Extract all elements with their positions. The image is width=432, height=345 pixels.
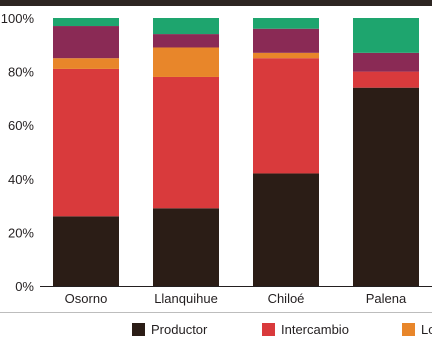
y-tick-label: 80%	[8, 65, 34, 80]
y-tick-label: 0%	[15, 279, 34, 294]
legend-item-productor: Productor	[132, 321, 207, 339]
y-tick-label: 40%	[8, 172, 34, 187]
legend-swatch-intercambio	[262, 323, 275, 337]
legend-swatch-productor	[132, 323, 145, 337]
bar-segment-llanquihue-series-3	[153, 34, 219, 48]
bar-segment-osorno-series-3	[53, 26, 119, 59]
bar-segment-palena-series-4	[353, 18, 419, 53]
bar-segment-llanquihue-lo	[153, 47, 219, 77]
y-tick-label: 20%	[8, 225, 34, 240]
y-tick-label: 100%	[1, 11, 35, 26]
bar-segment-chiloe-productor	[253, 173, 319, 286]
bar-segment-chiloe-intercambio	[253, 58, 319, 174]
bar-segment-palena-intercambio	[353, 71, 419, 88]
top-band	[0, 0, 432, 6]
legend-divider	[0, 312, 432, 313]
legend: Productor Intercambio Lo	[0, 318, 432, 340]
bar-segment-chiloe-lo	[253, 52, 319, 59]
x-tick-label-osorno: Osorno	[65, 291, 108, 306]
bar-segment-palena-productor	[353, 87, 419, 287]
legend-item-intercambio: Intercambio	[262, 321, 349, 339]
legend-label-intercambio: Intercambio	[281, 322, 349, 338]
legend-swatch-lo	[402, 323, 415, 337]
x-tick-label-palena: Palena	[366, 291, 407, 306]
bar-segment-llanquihue-series-4	[153, 18, 219, 35]
x-tick-label-chiloe: Chiloé	[268, 291, 305, 306]
bar-segment-osorno-intercambio	[53, 68, 119, 217]
bar-segment-chiloe-series-3	[253, 28, 319, 53]
bar-segment-llanquihue-intercambio	[153, 76, 219, 209]
bar-segment-osorno-productor	[53, 216, 119, 286]
bar-segment-llanquihue-productor	[153, 208, 219, 286]
legend-item-lo: Lo	[402, 321, 432, 339]
bar-segment-osorno-series-4	[53, 18, 119, 27]
bar-segment-osorno-lo	[53, 58, 119, 69]
y-tick-label: 60%	[8, 118, 34, 133]
legend-label-lo: Lo	[421, 322, 432, 338]
x-tick-label-llanquihue: Llanquihue	[154, 291, 218, 306]
bar-segment-chiloe-series-4	[253, 18, 319, 29]
bar-segment-palena-series-3	[353, 52, 419, 72]
legend-label-productor: Productor	[151, 322, 208, 338]
